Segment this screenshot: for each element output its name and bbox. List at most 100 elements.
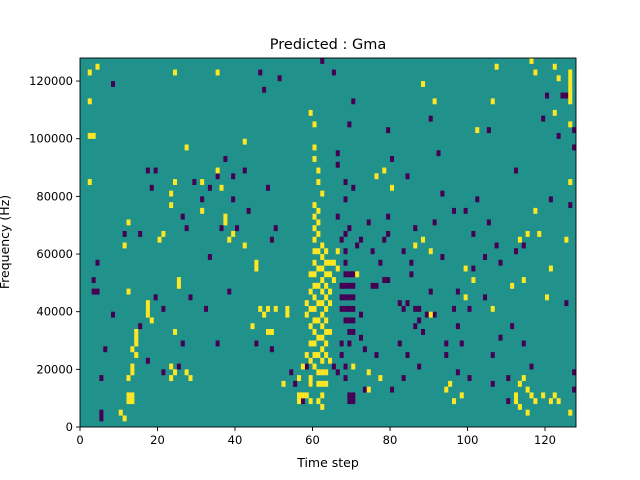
high-value-cell [219, 184, 224, 191]
low-value-cell [405, 173, 410, 180]
high-value-cell [459, 392, 464, 399]
low-value-cell [343, 196, 348, 203]
low-value-cell [180, 340, 185, 347]
low-value-cell [467, 375, 472, 382]
high-value-cell [355, 271, 360, 278]
high-value-cell [382, 167, 387, 174]
high-value-cell [320, 265, 325, 272]
high-value-cell [320, 346, 325, 353]
low-value-cell [382, 236, 387, 243]
low-value-cell [455, 323, 460, 330]
low-value-cell [572, 127, 577, 134]
high-value-cell [242, 138, 247, 145]
high-value-cell [494, 63, 499, 70]
high-value-cell [200, 179, 205, 185]
low-value-cell [467, 305, 472, 312]
low-value-cell [510, 323, 515, 330]
low-value-cell [242, 167, 247, 174]
high-value-cell [273, 305, 278, 312]
low-value-cell [254, 340, 259, 347]
low-value-cell [219, 225, 224, 232]
high-value-cell [335, 248, 340, 255]
high-value-cell [328, 328, 333, 335]
low-value-cell [184, 225, 189, 232]
low-value-cell [111, 81, 116, 87]
low-value-cell [347, 121, 352, 128]
high-value-cell [413, 242, 418, 249]
high-value-cell [552, 109, 557, 116]
high-value-cell [297, 398, 302, 405]
high-value-cell [308, 288, 313, 295]
low-value-cell [273, 225, 278, 232]
low-value-cell [421, 328, 426, 335]
low-value-cell [378, 259, 383, 266]
low-value-cell [111, 311, 116, 318]
high-value-cell [312, 352, 317, 358]
high-value-cell [514, 392, 519, 399]
high-value-cell [157, 236, 162, 243]
x-tick-label: 100 [457, 433, 479, 447]
high-value-cell [297, 375, 302, 382]
high-value-cell [87, 132, 92, 139]
low-value-cell [91, 277, 96, 284]
high-value-cell [130, 392, 135, 399]
low-value-cell [545, 92, 550, 99]
low-value-cell [188, 294, 193, 301]
high-value-cell [490, 98, 495, 105]
high-value-cell [320, 254, 325, 260]
high-value-cell [266, 328, 271, 335]
y-tick-label: 60000 [36, 247, 73, 261]
low-value-cell [471, 265, 476, 272]
low-value-cell [436, 150, 441, 157]
high-value-cell [308, 109, 313, 116]
low-value-cell [521, 340, 526, 347]
high-value-cell [366, 369, 371, 376]
high-value-cell [568, 98, 573, 105]
low-value-cell [339, 236, 344, 243]
low-value-cell [506, 375, 511, 382]
low-value-cell [463, 207, 468, 214]
high-value-cell [266, 305, 271, 312]
high-value-cell [316, 334, 321, 341]
low-value-cell [490, 352, 495, 358]
high-value-cell [533, 207, 538, 214]
low-value-cell [347, 271, 352, 278]
high-value-cell [308, 305, 313, 312]
high-value-cell [169, 363, 174, 370]
high-value-cell [250, 323, 255, 330]
y-tick-label: 100000 [29, 132, 73, 146]
low-value-cell [339, 340, 344, 347]
high-value-cell [134, 334, 139, 341]
high-value-cell [126, 375, 131, 382]
high-value-cell [176, 282, 181, 289]
low-value-cell [351, 392, 356, 399]
low-value-cell [351, 294, 356, 301]
high-value-cell [320, 300, 325, 307]
high-value-cell [525, 409, 530, 416]
high-value-cell [324, 369, 329, 376]
low-value-cell [455, 288, 460, 295]
low-value-cell [223, 156, 228, 162]
low-value-cell [529, 363, 534, 370]
low-value-cell [343, 294, 348, 301]
high-value-cell [316, 282, 321, 289]
low-value-cell [335, 213, 340, 220]
low-value-cell [339, 305, 344, 312]
low-value-cell [204, 305, 209, 312]
high-value-cell [269, 328, 274, 335]
low-value-cell [409, 259, 414, 266]
low-value-cell [343, 282, 348, 289]
high-value-cell [421, 81, 426, 87]
high-value-cell [328, 271, 333, 278]
low-value-cell [347, 294, 352, 301]
low-value-cell [231, 173, 236, 180]
low-value-cell [386, 127, 391, 134]
low-value-cell [215, 173, 220, 180]
high-value-cell [200, 207, 205, 214]
high-value-cell [312, 363, 317, 370]
low-value-cell [386, 213, 391, 220]
high-value-cell [176, 277, 181, 284]
low-value-cell [397, 340, 402, 347]
high-value-cell [231, 230, 236, 237]
low-value-cell [351, 328, 356, 335]
